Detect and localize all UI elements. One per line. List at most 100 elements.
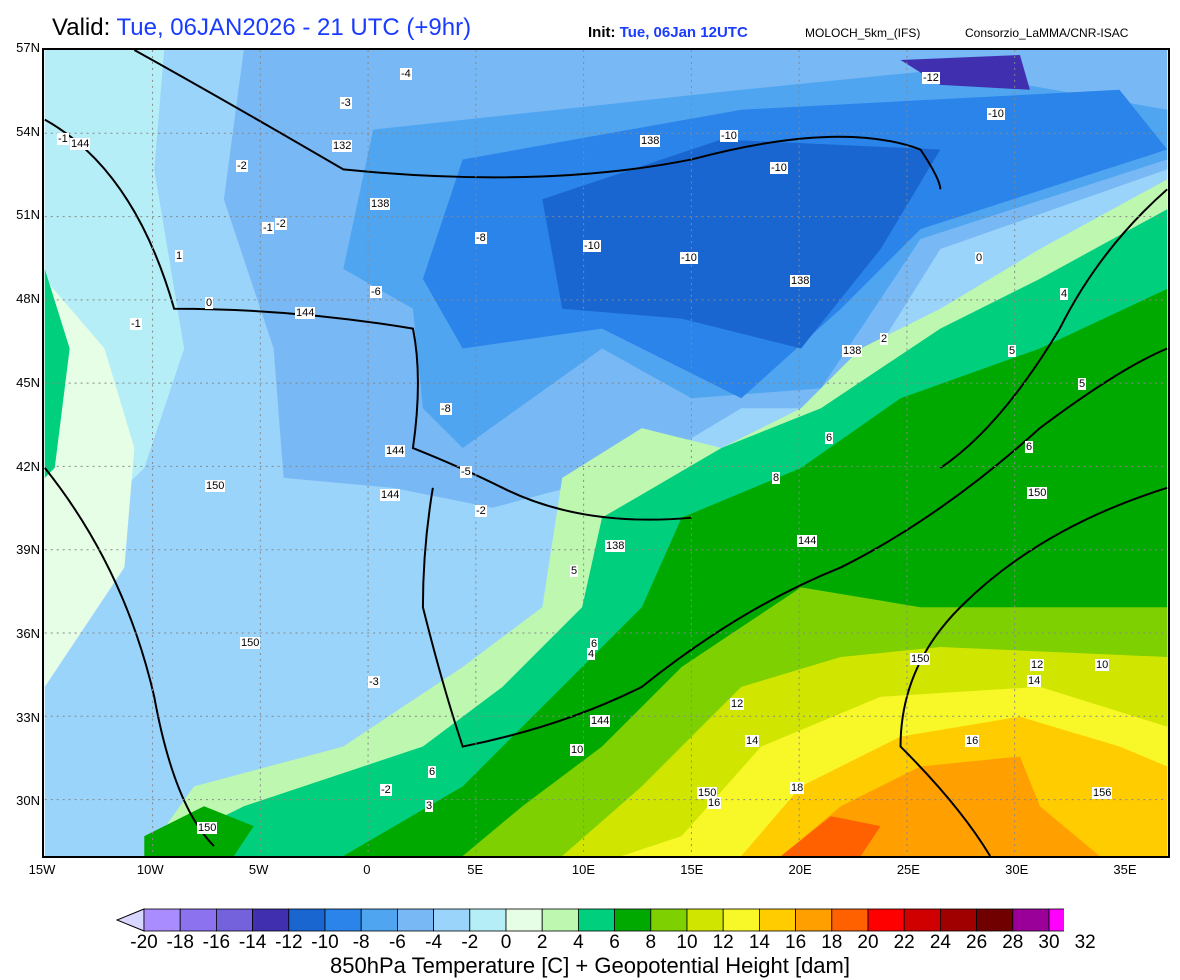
contour-label: 0 — [975, 252, 984, 264]
contour-label: 144 — [295, 307, 316, 319]
contour-label: 150 — [197, 822, 218, 834]
colorbar — [116, 908, 1064, 932]
colorbar-tick: -8 — [352, 932, 370, 953]
contour-label: 2 — [880, 333, 889, 345]
contour-label: -4 — [400, 68, 412, 80]
colorbar-title: 850hPa Temperature [C] + Geopotential He… — [330, 953, 850, 978]
contour-label: 5 — [1008, 345, 1017, 357]
colorbar-tick: -16 — [202, 932, 231, 953]
contour-label: -8 — [475, 232, 487, 244]
contour-label: -10 — [583, 240, 601, 252]
colorbar-swatch — [903, 908, 941, 932]
contour-label: 4 — [587, 648, 596, 660]
contour-label: -12 — [922, 72, 940, 84]
colorbar-swatch — [1012, 908, 1050, 932]
lat-label: 30N — [16, 793, 40, 809]
colorbar-swatch — [759, 908, 797, 932]
lon-label: 5E — [467, 862, 484, 877]
temperature-map — [42, 48, 1170, 858]
lon-label: 10E — [571, 862, 596, 877]
lon-label: 20E — [788, 862, 812, 877]
colorbar-tick: 8 — [645, 932, 657, 953]
init-value: Tue, 06Jan 12UTC — [619, 24, 748, 41]
colorbar-tick: 12 — [712, 932, 734, 953]
contour-label: -2 — [475, 505, 487, 517]
contour-label: 138 — [790, 275, 811, 287]
colorbar-tick: -2 — [461, 932, 479, 953]
colorbar-tick: -4 — [425, 932, 443, 953]
contour-label: 5 — [570, 565, 579, 577]
contour-label: 18 — [790, 782, 805, 794]
contour-label: -10 — [720, 130, 738, 142]
contour-label: 150 — [205, 480, 226, 492]
init-time: Init: Tue, 06Jan 12UTC — [588, 24, 748, 41]
colorbar-swatch — [324, 908, 362, 932]
contour-label: -10 — [770, 162, 788, 174]
contour-label: 0 — [205, 297, 214, 309]
contour-label: 14 — [1027, 675, 1042, 687]
colorbar-tick: -12 — [275, 932, 303, 953]
colorbar-tick: 14 — [748, 932, 770, 953]
colorbar-tick: 26 — [966, 932, 988, 953]
contour-label: 6 — [825, 432, 834, 444]
contour-label: 132 — [332, 140, 353, 152]
contour-label: 16 — [707, 797, 722, 809]
contour-label: -6 — [370, 286, 382, 298]
contour-label: 3 — [425, 800, 434, 812]
contour-label: 144 — [385, 445, 406, 457]
model-name: MOLOCH_5km_(IFS) — [805, 26, 921, 40]
contour-label: 6 — [1025, 441, 1034, 453]
colorbar-swatch — [940, 908, 978, 932]
contour-label: -3 — [368, 676, 380, 688]
contour-label: 150 — [240, 637, 261, 649]
colorbar-tick: -14 — [238, 932, 267, 953]
colorbar-under-arrow — [116, 908, 145, 932]
colorbar-swatch — [179, 908, 217, 932]
colorbar-swatch — [252, 908, 290, 932]
contour-label: 144 — [70, 138, 91, 150]
lon-label: 30E — [1005, 862, 1029, 877]
colorbar-swatch — [577, 908, 615, 932]
contour-label: -2 — [380, 784, 392, 796]
lat-label: 57N — [16, 40, 40, 55]
contour-label: 6 — [590, 638, 599, 650]
contour-label: -10 — [680, 252, 698, 264]
colorbar-tick: 0 — [500, 932, 512, 953]
colorbar-tick: 22 — [893, 932, 915, 953]
lon-label: 25E — [896, 862, 920, 877]
lat-label: 45N — [16, 374, 40, 390]
colorbar-swatch — [216, 908, 254, 932]
colorbar-tick: 18 — [821, 932, 843, 953]
colorbar-swatch — [541, 908, 579, 932]
lat-label: 33N — [16, 709, 40, 725]
contour-label: 12 — [730, 698, 745, 710]
colorbar-swatch — [288, 908, 326, 932]
colorbar-swatch — [867, 908, 905, 932]
lon-label: 5W — [248, 862, 269, 877]
colorbar-swatch — [650, 908, 688, 932]
contour-label: -3 — [340, 97, 352, 109]
contour-label: 144 — [380, 489, 401, 501]
valid-value: Tue, 06JAN2026 - 21 UTC (+9hr) — [116, 14, 472, 41]
valid-time: Valid: Tue, 06JAN2026 - 21 UTC (+9hr) — [52, 14, 471, 42]
colorbar-swatch — [469, 908, 507, 932]
colorbar-tick: 4 — [573, 932, 584, 953]
contour-label: 4 — [1060, 288, 1069, 300]
colorbar-tick: -20 — [130, 932, 158, 953]
valid-label: Valid: — [52, 14, 111, 41]
colorbar-tick: 6 — [609, 932, 620, 953]
contour-label: 10 — [1095, 659, 1110, 671]
contour-label: 5 — [1078, 378, 1087, 390]
contour-label: -10 — [987, 108, 1005, 120]
colorbar-tick: -18 — [166, 932, 194, 953]
colorbar-tick: 10 — [676, 932, 698, 953]
contour-label: -1 — [57, 133, 69, 145]
colorbar-swatch — [396, 908, 434, 932]
colorbar-tick: 20 — [857, 932, 879, 953]
lat-label: 54N — [16, 123, 40, 139]
colorbar-tick: 32 — [1074, 932, 1096, 953]
contour-label: 16 — [965, 735, 980, 747]
init-label: Init: — [588, 24, 616, 41]
colorbar-swatch — [1048, 908, 1064, 932]
colorbar-swatch — [433, 908, 471, 932]
